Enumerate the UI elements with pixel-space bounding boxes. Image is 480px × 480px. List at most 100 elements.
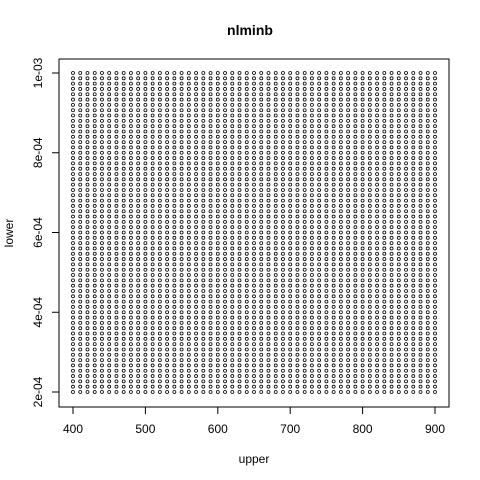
data-point xyxy=(179,235,184,240)
data-point xyxy=(121,103,126,107)
data-point xyxy=(78,241,83,246)
data-point xyxy=(288,257,293,261)
data-point xyxy=(317,76,322,81)
data-point xyxy=(179,352,184,357)
data-point xyxy=(317,374,322,378)
data-point xyxy=(288,390,293,394)
data-point xyxy=(201,209,206,214)
data-point xyxy=(194,172,198,176)
data-point xyxy=(273,124,278,129)
data-point xyxy=(165,294,170,299)
data-point xyxy=(71,113,75,118)
data-point xyxy=(244,124,249,129)
data-point xyxy=(237,299,242,304)
data-point xyxy=(273,103,278,107)
data-point xyxy=(310,320,314,325)
data-point xyxy=(78,103,83,107)
data-point xyxy=(353,342,358,347)
data-point xyxy=(295,124,300,129)
data-point xyxy=(150,310,155,315)
data-point xyxy=(215,235,220,240)
data-point xyxy=(273,336,278,341)
data-point xyxy=(78,331,83,336)
data-point xyxy=(259,161,264,166)
data-point xyxy=(353,182,358,187)
data-point xyxy=(165,225,170,230)
data-point xyxy=(71,267,75,272)
data-point xyxy=(201,177,206,182)
data-point xyxy=(237,305,242,309)
data-point xyxy=(186,129,191,134)
data-point xyxy=(295,97,300,102)
data-point xyxy=(215,177,220,182)
data-point xyxy=(252,156,256,160)
data-point xyxy=(418,379,423,384)
data-point xyxy=(281,97,285,102)
data-point xyxy=(100,267,104,272)
data-point xyxy=(179,267,184,272)
data-point xyxy=(237,336,242,341)
data-point xyxy=(230,235,235,240)
data-point xyxy=(157,299,162,304)
data-point xyxy=(338,161,343,166)
data-point xyxy=(302,390,307,394)
data-point xyxy=(331,384,336,389)
data-point xyxy=(143,140,148,145)
data-point xyxy=(244,363,249,368)
data-point xyxy=(230,267,235,272)
data-point xyxy=(194,358,198,363)
data-point xyxy=(71,124,75,129)
data-point xyxy=(92,161,97,166)
data-point xyxy=(121,347,126,352)
data-point xyxy=(172,177,177,182)
data-point xyxy=(382,326,387,331)
data-point xyxy=(179,251,184,256)
data-point xyxy=(389,172,394,176)
data-point xyxy=(353,326,358,331)
data-point xyxy=(324,347,329,352)
data-point xyxy=(324,299,329,304)
data-point xyxy=(418,278,423,283)
data-point xyxy=(186,204,191,208)
data-point xyxy=(194,140,198,145)
data-point xyxy=(367,384,372,389)
data-point xyxy=(223,166,227,171)
data-point xyxy=(317,161,322,166)
data-point xyxy=(85,267,90,272)
data-point xyxy=(266,209,271,214)
data-point xyxy=(157,352,162,357)
data-point xyxy=(433,241,437,246)
data-point xyxy=(281,166,285,171)
data-point xyxy=(85,124,90,129)
data-point xyxy=(179,209,184,214)
data-point xyxy=(244,267,249,272)
data-point xyxy=(382,241,387,246)
data-point xyxy=(179,331,184,336)
data-point xyxy=(295,299,300,304)
data-point xyxy=(338,267,343,272)
data-point xyxy=(433,299,437,304)
data-point xyxy=(201,193,206,198)
data-point xyxy=(194,305,198,309)
data-point xyxy=(295,374,300,378)
data-point xyxy=(157,331,162,336)
data-point xyxy=(121,235,126,240)
data-point xyxy=(85,278,90,283)
data-point xyxy=(324,193,329,198)
data-point xyxy=(194,336,198,341)
data-point xyxy=(389,390,394,394)
data-point xyxy=(281,113,285,118)
data-point xyxy=(382,251,387,256)
data-point xyxy=(375,81,379,86)
data-point xyxy=(302,140,307,145)
data-point xyxy=(382,145,387,150)
data-point xyxy=(425,81,430,86)
data-point xyxy=(288,342,293,347)
data-point xyxy=(324,71,329,75)
data-point xyxy=(324,379,329,384)
data-point xyxy=(92,278,97,283)
data-point xyxy=(136,363,141,368)
data-point xyxy=(230,214,235,219)
data-point xyxy=(310,198,314,203)
data-point xyxy=(317,81,322,86)
